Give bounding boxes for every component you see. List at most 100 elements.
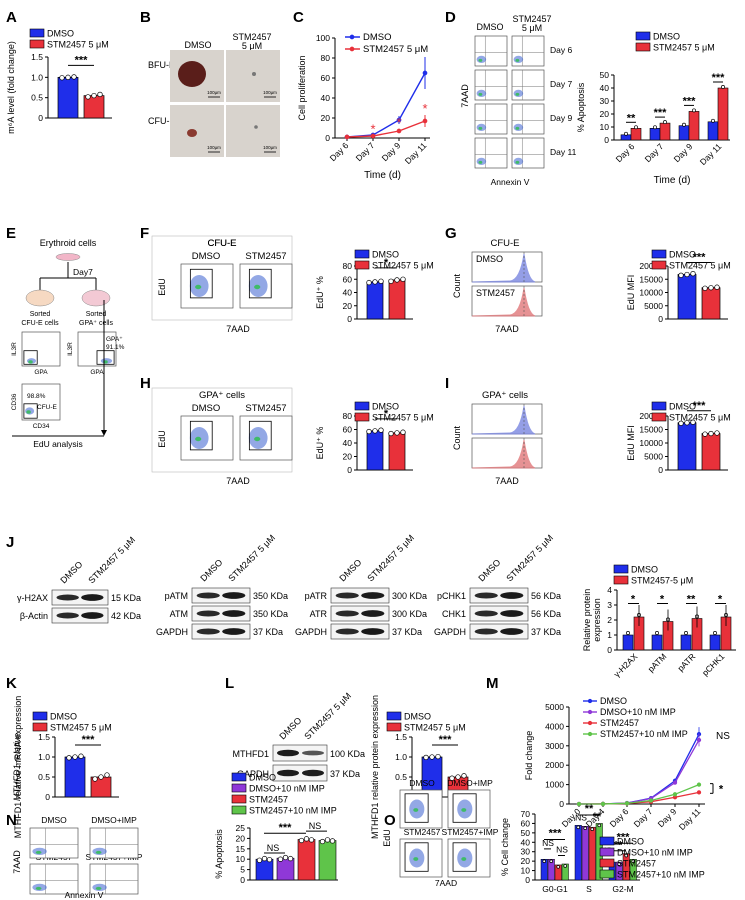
col-label: STM2457	[232, 32, 271, 42]
legend-marker	[587, 720, 593, 726]
flow-title: CFU-E	[207, 238, 236, 249]
series-line	[346, 120, 426, 138]
gate	[23, 403, 38, 419]
data-point	[104, 772, 110, 778]
y-tick-label: 80	[343, 411, 353, 421]
panel-letter-m: M	[486, 675, 499, 692]
y-tick-label: 60	[343, 425, 353, 435]
x-tick-label: Day 11	[403, 140, 429, 166]
y-tick-label: 0	[347, 314, 352, 324]
dish-icon	[81, 289, 111, 307]
protein-label: MTHFD1	[233, 749, 270, 759]
legend-marker	[349, 34, 355, 40]
data-point	[388, 430, 394, 437]
data-point	[711, 118, 715, 123]
y-axis-title: m⁶A level (fold change)	[6, 41, 16, 134]
blot-band	[196, 592, 220, 599]
bar	[677, 274, 697, 320]
significance-marker: NS	[575, 813, 587, 823]
y-axis-title: EdU	[157, 278, 167, 296]
scale-label: 100μm	[263, 90, 277, 95]
data-point	[298, 837, 305, 844]
data-point	[72, 754, 78, 760]
gate-label: GPA⁺	[106, 336, 123, 343]
x-tick-label: G0-G1	[542, 884, 568, 894]
series-line	[578, 733, 700, 805]
x-tick-label: Day 7	[632, 806, 655, 829]
row-label: BFU-E	[148, 60, 175, 70]
y-axis-title: MTHFD1 relative protein expression	[370, 695, 380, 839]
blot-strip	[330, 587, 390, 604]
blot-strip	[469, 587, 529, 604]
gate-label: 98.8%	[27, 393, 46, 400]
col-label: DMSO+IMP	[447, 778, 493, 788]
blot-band	[361, 592, 385, 599]
legend-marker	[349, 46, 355, 52]
data-point	[378, 278, 384, 284]
cell-population-core	[478, 126, 483, 130]
y-axis-title: EdU	[157, 430, 167, 448]
y-tick-label: 40	[521, 837, 531, 847]
cell-population-core	[461, 857, 467, 861]
y-tick-label: 5	[240, 865, 245, 875]
significance-marker: ***	[654, 107, 668, 119]
y-tick-label: 60	[343, 274, 353, 284]
y-tick-label: 0.5	[38, 772, 50, 782]
y-tick-label: 4	[607, 585, 612, 595]
data-point	[702, 431, 708, 437]
blot-band	[222, 592, 246, 599]
kda-label: 300 KDa	[392, 609, 427, 619]
y-tick-label: 0	[347, 465, 352, 475]
y-tick-label: 0	[607, 645, 612, 655]
legend-entry: DMSO	[47, 29, 74, 39]
x-axis-title: Time (d)	[364, 170, 401, 181]
col-label: STM2457+IMP	[442, 827, 499, 837]
data-point	[684, 420, 690, 426]
blot-strip	[272, 744, 328, 762]
blot-band	[302, 769, 324, 777]
blot-band	[81, 594, 104, 601]
legend-entry: STM2457 5 μM	[653, 43, 715, 53]
row-label: Day 11	[550, 147, 577, 157]
x-tick-label: Day 9	[380, 140, 403, 163]
series-point	[624, 801, 630, 806]
significance-marker: **	[687, 594, 696, 606]
lane-label: STM2457 5 μM	[302, 691, 353, 742]
colony-dot	[252, 72, 256, 76]
data-point	[400, 429, 406, 435]
legend-entry: STM2457 5 μM	[372, 261, 434, 271]
protein-label: γ-H2AX	[17, 593, 48, 603]
legend-entry: DMSO	[653, 32, 680, 42]
axis-title: IL3R	[11, 342, 18, 356]
axis-title: GPA	[34, 369, 48, 376]
legend-entry: DMSO	[669, 250, 696, 260]
lane-label: STM2457 5 μM	[86, 535, 137, 586]
kda-label: 37 KDa	[253, 627, 283, 637]
blot-band	[277, 769, 299, 777]
gate	[23, 350, 38, 365]
x-axis-title: 7AAD	[435, 878, 457, 888]
blot-strip	[272, 764, 328, 782]
significance-marker: **	[627, 112, 636, 124]
diagram-label: EdU analysis	[33, 439, 83, 449]
x-tick-label: pATR	[675, 651, 697, 673]
data-point	[663, 120, 667, 125]
y-tick-label: 1.0	[38, 752, 50, 762]
blot-band	[500, 592, 524, 599]
significance-marker: NS	[556, 845, 568, 855]
legend-swatch	[386, 711, 402, 721]
lane-label: STM2457 5 μM	[365, 533, 416, 584]
y-axis-title: EdU	[382, 829, 392, 847]
legend-swatch	[29, 28, 45, 38]
blot-strip	[469, 623, 529, 640]
legend-entry: STM2457 5 μM	[372, 413, 434, 423]
legend-swatch	[354, 260, 370, 270]
legend-entry: STM2457-5 μM	[631, 576, 693, 586]
data-point	[266, 856, 273, 863]
series-point	[422, 70, 428, 76]
y-axis-title: expression	[592, 598, 602, 642]
bar	[701, 433, 721, 471]
y-tick-label: 3000	[545, 741, 564, 751]
data-point	[71, 74, 77, 80]
kda-label: 56 KDa	[531, 609, 561, 619]
